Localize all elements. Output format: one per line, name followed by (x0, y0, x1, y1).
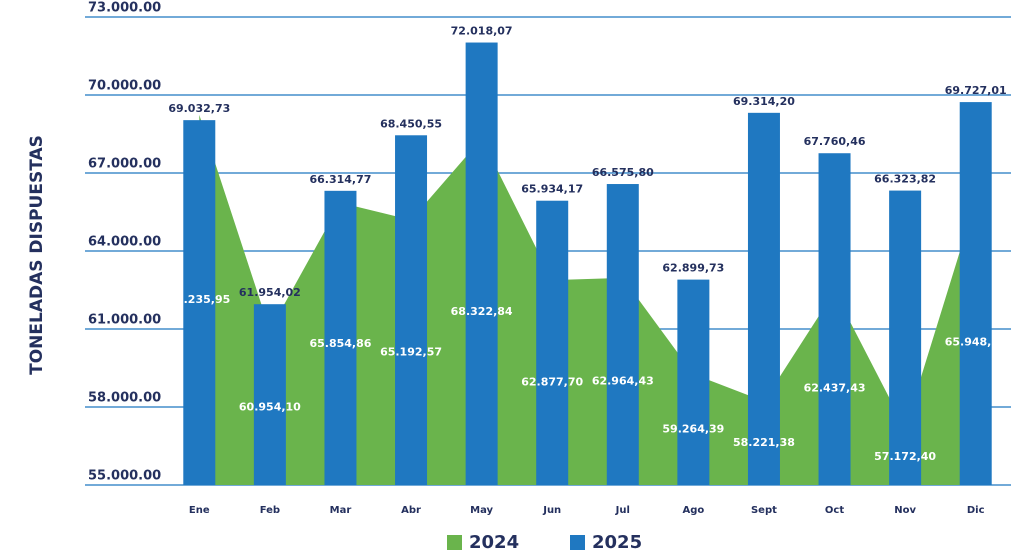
bar (818, 153, 851, 486)
x-tick-label: Jul (615, 505, 630, 516)
bar (395, 135, 428, 485)
x-tick-label: Abr (401, 505, 421, 516)
bar (889, 190, 922, 485)
y-tick-label: 61.000.00 (88, 313, 161, 328)
legend-label: 2025 (592, 532, 642, 551)
data-label: 69.235,95 (168, 293, 230, 306)
x-tick-label: May (470, 505, 493, 516)
data-label: 65.934,17 (521, 183, 583, 196)
bar (959, 102, 992, 485)
legend-swatch (570, 535, 585, 550)
y-tick-label: 64.000.00 (88, 235, 161, 250)
x-tick-label: Oct (825, 505, 844, 516)
data-label: 67.760,46 (804, 135, 866, 148)
bar (747, 112, 780, 485)
x-tick-label: Jun (542, 505, 561, 516)
bar (253, 304, 286, 485)
data-label: 69.314,20 (733, 95, 795, 108)
x-tick-label: Nov (894, 505, 916, 516)
data-label: 62.964,43 (592, 374, 654, 387)
data-label: 65.192,57 (380, 345, 442, 358)
data-label: 65.948,25 (945, 336, 1007, 349)
y-tick-label: 58.000.00 (88, 391, 161, 406)
x-tick-label: Dic (967, 505, 985, 516)
y-tick-label: 70.000.00 (88, 79, 161, 94)
data-label: 69.727,01 (945, 84, 1007, 97)
y-axis-title: TONELADAS DISPUESTAS (27, 135, 47, 375)
bar (677, 279, 710, 485)
data-label: 66.575,80 (592, 166, 654, 179)
labels: 55.000.00 58.000.00 61.000.00 64.000.00 67.0… (88, 1, 1007, 517)
area (199, 114, 976, 486)
y-tick-label: 73.000.00 (88, 1, 161, 16)
x-tick-label: Feb (260, 505, 280, 516)
bar (606, 184, 639, 485)
data-label: 59.264,39 (662, 423, 724, 436)
data-label: 69.032,73 (168, 102, 230, 115)
x-tick-label: Mar (330, 505, 352, 516)
data-label: 66.314,77 (309, 173, 371, 186)
data-label: 62.899,73 (662, 262, 724, 275)
data-label: 61.954,02 (239, 286, 301, 299)
legend-label: 2024 (469, 532, 519, 551)
bar (465, 42, 498, 485)
data-label: 68.322,84 (451, 305, 513, 318)
data-label: 66.323,82 (874, 173, 936, 186)
bar (183, 120, 216, 485)
x-tick-label: Sept (751, 505, 777, 516)
bar (324, 190, 357, 485)
y-tick-label: 55.000.00 (88, 469, 161, 484)
legend-swatch (447, 535, 462, 550)
data-label: 60.954,10 (239, 401, 301, 414)
data-label: 65.854,86 (309, 337, 371, 350)
data-label: 58.221,38 (733, 436, 795, 449)
marks (183, 42, 992, 486)
x-tick-label: Ago (682, 505, 704, 516)
y-tick-label: 67.000.00 (88, 157, 161, 172)
x-tick-label: Ene (189, 505, 210, 516)
data-label: 72.018,07 (451, 25, 513, 38)
data-label: 62.877,70 (521, 376, 583, 389)
data-label: 62.437,43 (804, 381, 866, 394)
data-label: 57.172,40 (874, 450, 936, 463)
bar (536, 200, 569, 485)
data-label: 68.450,55 (380, 117, 442, 130)
